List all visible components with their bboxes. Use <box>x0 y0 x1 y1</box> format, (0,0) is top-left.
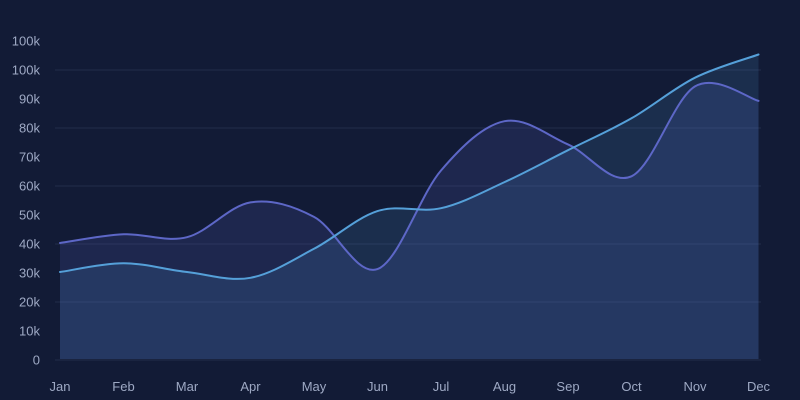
x-axis-tick-label: May <box>302 379 327 394</box>
indigo-series-line <box>59 81 760 271</box>
x-axis-tick-label: Jun <box>367 379 388 394</box>
y-axis-tick-label: 90k <box>19 92 40 107</box>
y-axis-tick-label: 100k <box>12 34 41 49</box>
x-axis-tick-label: Jan <box>50 379 71 394</box>
x-axis-tick-label: Nov <box>683 379 707 394</box>
x-axis-tick-label: Oct <box>621 379 642 394</box>
x-axis-tick-label: Dec <box>747 379 771 394</box>
y-axis-tick-label: 20k <box>19 295 40 310</box>
y-axis-tick-label: 0 <box>33 353 40 368</box>
y-axis-tick-label: 100k <box>12 63 41 78</box>
y-axis-tick-label: 50k <box>19 208 40 223</box>
x-axis-tick-label: Sep <box>556 379 579 394</box>
x-axis-tick-label: Aug <box>493 379 516 394</box>
y-axis-tick-label: 10k <box>19 324 40 339</box>
x-axis-tick-label: Jul <box>433 379 450 394</box>
indigo-series-area <box>60 82 759 359</box>
y-axis-tick-label: 70k <box>19 150 40 165</box>
y-axis-tick-label: 60k <box>19 179 40 194</box>
blue-series-line <box>59 53 760 280</box>
x-axis-tick-label: Mar <box>176 379 199 394</box>
blue-series-area <box>60 54 759 359</box>
x-axis-tick-label: Feb <box>112 379 134 394</box>
y-axis-tick-label: 30k <box>19 266 40 281</box>
y-axis-tick-label: 40k <box>19 237 40 252</box>
y-axis-tick-label: 80k <box>19 121 40 136</box>
x-axis-tick-label: Apr <box>240 379 261 394</box>
